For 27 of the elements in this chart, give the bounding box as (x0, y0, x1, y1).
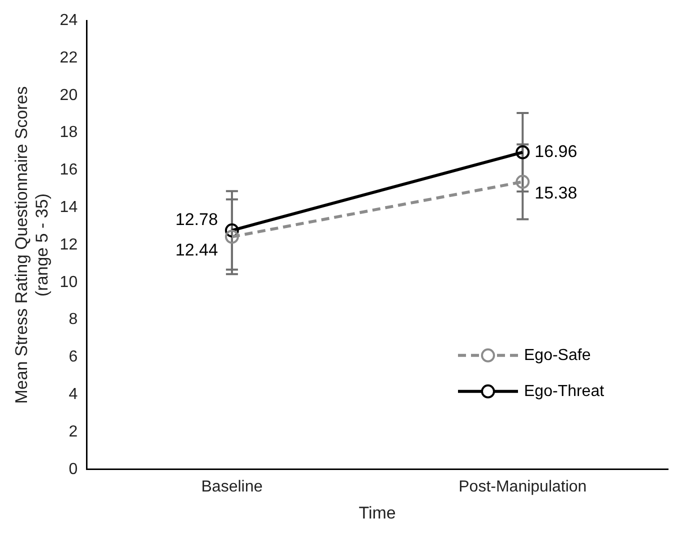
data-label: 16.96 (534, 142, 578, 161)
data-label: 12.78 (175, 210, 218, 230)
y-tick-label: 12 (60, 236, 78, 254)
point (516, 174, 530, 189)
legend-label: Ego-Threat (524, 382, 605, 400)
point (224, 223, 239, 238)
point (516, 145, 530, 160)
legend-label: Ego-Safe (524, 346, 591, 364)
y-tick-label: 4 (68, 386, 78, 404)
y-tick-label: 16 (60, 162, 78, 179)
data-label: 15.38 (534, 183, 578, 202)
y-tick-label: 20 (60, 86, 78, 104)
y-tick-label: 14 (60, 199, 78, 216)
y-axis-title: Mean Stress Rating Questionnaire Scores (range 5 - 35) (12, 86, 52, 404)
y-tick-label: 10 (60, 274, 78, 291)
x-axis-title: Time (358, 503, 396, 522)
y-tick-label: 8 (68, 311, 78, 328)
y-tick-label: 24 (60, 12, 78, 30)
y-tick-label: 0 (68, 460, 78, 478)
y-tick-label: 22 (60, 49, 78, 66)
y-tick-label: 18 (60, 124, 78, 142)
x-tick-label: Post-Manipulation (458, 478, 587, 496)
x-tick-label: Baseline (201, 478, 263, 496)
point (224, 230, 239, 244)
y-tick-label: 6 (68, 348, 78, 366)
y-tick-label: 2 (68, 423, 78, 440)
data-label: 12.44 (175, 240, 218, 260)
